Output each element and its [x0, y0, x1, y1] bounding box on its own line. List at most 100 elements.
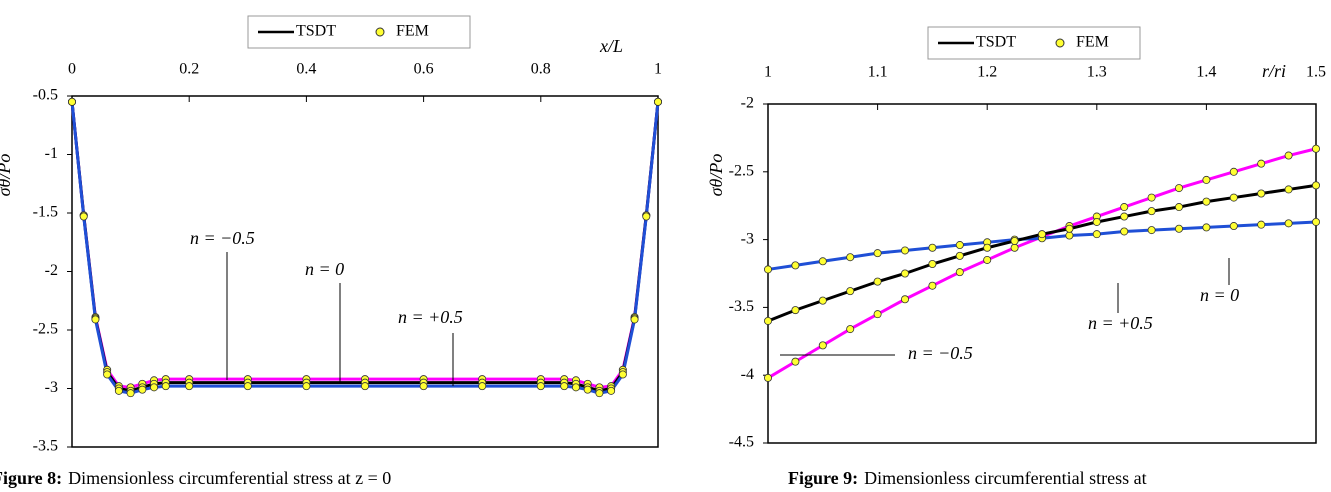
caption: Figure 9: Dimensionless circumferential s… — [788, 468, 1147, 488]
fem-marker — [1120, 227, 1129, 236]
fem-marker — [1202, 197, 1211, 206]
fem-marker — [583, 385, 592, 394]
fem-marker — [846, 287, 855, 296]
fem-marker — [138, 385, 147, 394]
fem-marker — [91, 315, 100, 324]
fem-marker — [161, 382, 170, 391]
fem-marker — [1147, 226, 1156, 235]
fem-marker — [1284, 185, 1293, 194]
fem-marker — [818, 257, 827, 266]
y-tick-label: -3.5 — [729, 298, 754, 315]
fem-marker — [1202, 175, 1211, 184]
fem-marker — [103, 370, 112, 379]
caption: Figure 8: Dimensionless circumferential s… — [0, 468, 391, 488]
fem-marker — [955, 241, 964, 250]
legend-label: TSDT — [296, 23, 336, 40]
plot-frame — [71, 95, 659, 448]
series-annotation: n = −0.5 — [190, 228, 255, 248]
series-annotation: n = 0 — [1200, 285, 1239, 305]
fem-marker — [618, 370, 627, 379]
fem-marker — [1120, 212, 1129, 221]
legend-label: FEM — [1076, 34, 1109, 51]
fem-marker — [873, 310, 882, 319]
y-tick-label: -4.5 — [729, 434, 754, 451]
fem-marker — [302, 382, 311, 391]
fem-marker — [1175, 203, 1184, 212]
y-tick-label: -1 — [45, 145, 58, 162]
series-line — [70, 101, 660, 393]
fem-marker — [1175, 184, 1184, 193]
series-annotation: n = +0.5 — [398, 307, 463, 327]
fem-marker — [764, 316, 773, 325]
fem-marker — [419, 382, 428, 391]
fem-marker — [1065, 224, 1074, 233]
fem-marker — [764, 265, 773, 274]
series-line — [70, 101, 660, 395]
fem-marker — [928, 281, 937, 290]
fem-marker — [791, 357, 800, 366]
plot-frame — [767, 103, 1317, 444]
legend-label: TSDT — [976, 34, 1016, 51]
caption-text: Dimensionless circumferential stress at … — [68, 468, 391, 488]
x-tick-label: 1 — [764, 64, 772, 81]
y-axis-label: σθ/Po — [0, 154, 14, 197]
caption-label: Figure 8: — [0, 468, 62, 488]
fem-marker — [983, 243, 992, 252]
caption-text: Dimensionless circumferential stress at — [864, 468, 1146, 488]
legend-marker — [1055, 38, 1065, 48]
x-tick-label: 0.2 — [179, 61, 199, 78]
fem-marker — [654, 97, 663, 106]
x-tick-label: 0 — [68, 61, 76, 78]
series-line — [70, 101, 660, 389]
y-tick-label: -3.5 — [33, 438, 58, 455]
x-tick-label: 0.6 — [414, 61, 434, 78]
fem-marker — [1312, 217, 1321, 226]
legend: TSDT FEM — [927, 26, 1141, 60]
legend-label: FEM — [396, 23, 429, 40]
fem-marker — [642, 212, 651, 221]
fem-marker — [1120, 203, 1129, 212]
legend-marker — [375, 27, 385, 37]
fem-marker — [818, 341, 827, 350]
y-tick-label: -3 — [45, 379, 58, 396]
x-tick-label: 1.5 — [1306, 64, 1326, 81]
y-tick-label: -2 — [741, 95, 754, 112]
fem-marker — [1147, 193, 1156, 202]
y-tick-label: -0.5 — [33, 87, 58, 104]
series-line — [767, 147, 1317, 380]
fem-marker — [150, 383, 159, 392]
fem-marker — [607, 386, 616, 395]
fem-marker — [928, 260, 937, 269]
fem-marker — [1065, 231, 1074, 240]
fem-marker — [630, 315, 639, 324]
fem-marker — [1312, 181, 1321, 190]
fem-marker — [126, 389, 135, 398]
fem-marker — [791, 306, 800, 315]
x-tick-label: 0.8 — [531, 61, 551, 78]
fem-marker — [983, 255, 992, 264]
fem-marker — [536, 382, 545, 391]
y-tick-label: -2 — [45, 262, 58, 279]
fem-marker — [1038, 230, 1047, 239]
y-tick-label: -2.5 — [33, 321, 58, 338]
fem-marker — [243, 382, 252, 391]
fem-marker — [901, 246, 910, 255]
fem-marker — [846, 253, 855, 262]
fem-marker — [1175, 224, 1184, 233]
fem-marker — [1202, 223, 1211, 232]
fem-marker — [1092, 230, 1101, 239]
fem-marker — [955, 251, 964, 260]
caption-label: Figure 9: — [788, 468, 858, 488]
fem-marker — [1257, 189, 1266, 198]
fem-marker — [846, 325, 855, 334]
fem-marker — [764, 373, 773, 382]
fem-marker — [1257, 220, 1266, 229]
y-tick-label: -3 — [741, 230, 754, 247]
x-tick-label: 1.4 — [1196, 64, 1216, 81]
y-axis-label: σθ/Po — [706, 154, 726, 197]
series-annotation: n = +0.5 — [1088, 313, 1153, 333]
chart: 1 1.1 1.2 1.3 1.4 1.5 -4.5 -4 -3.5 -3 -2.5 -2 r/ri σθ… — [706, 26, 1326, 488]
fem-marker — [818, 296, 827, 305]
fem-marker — [114, 386, 123, 395]
